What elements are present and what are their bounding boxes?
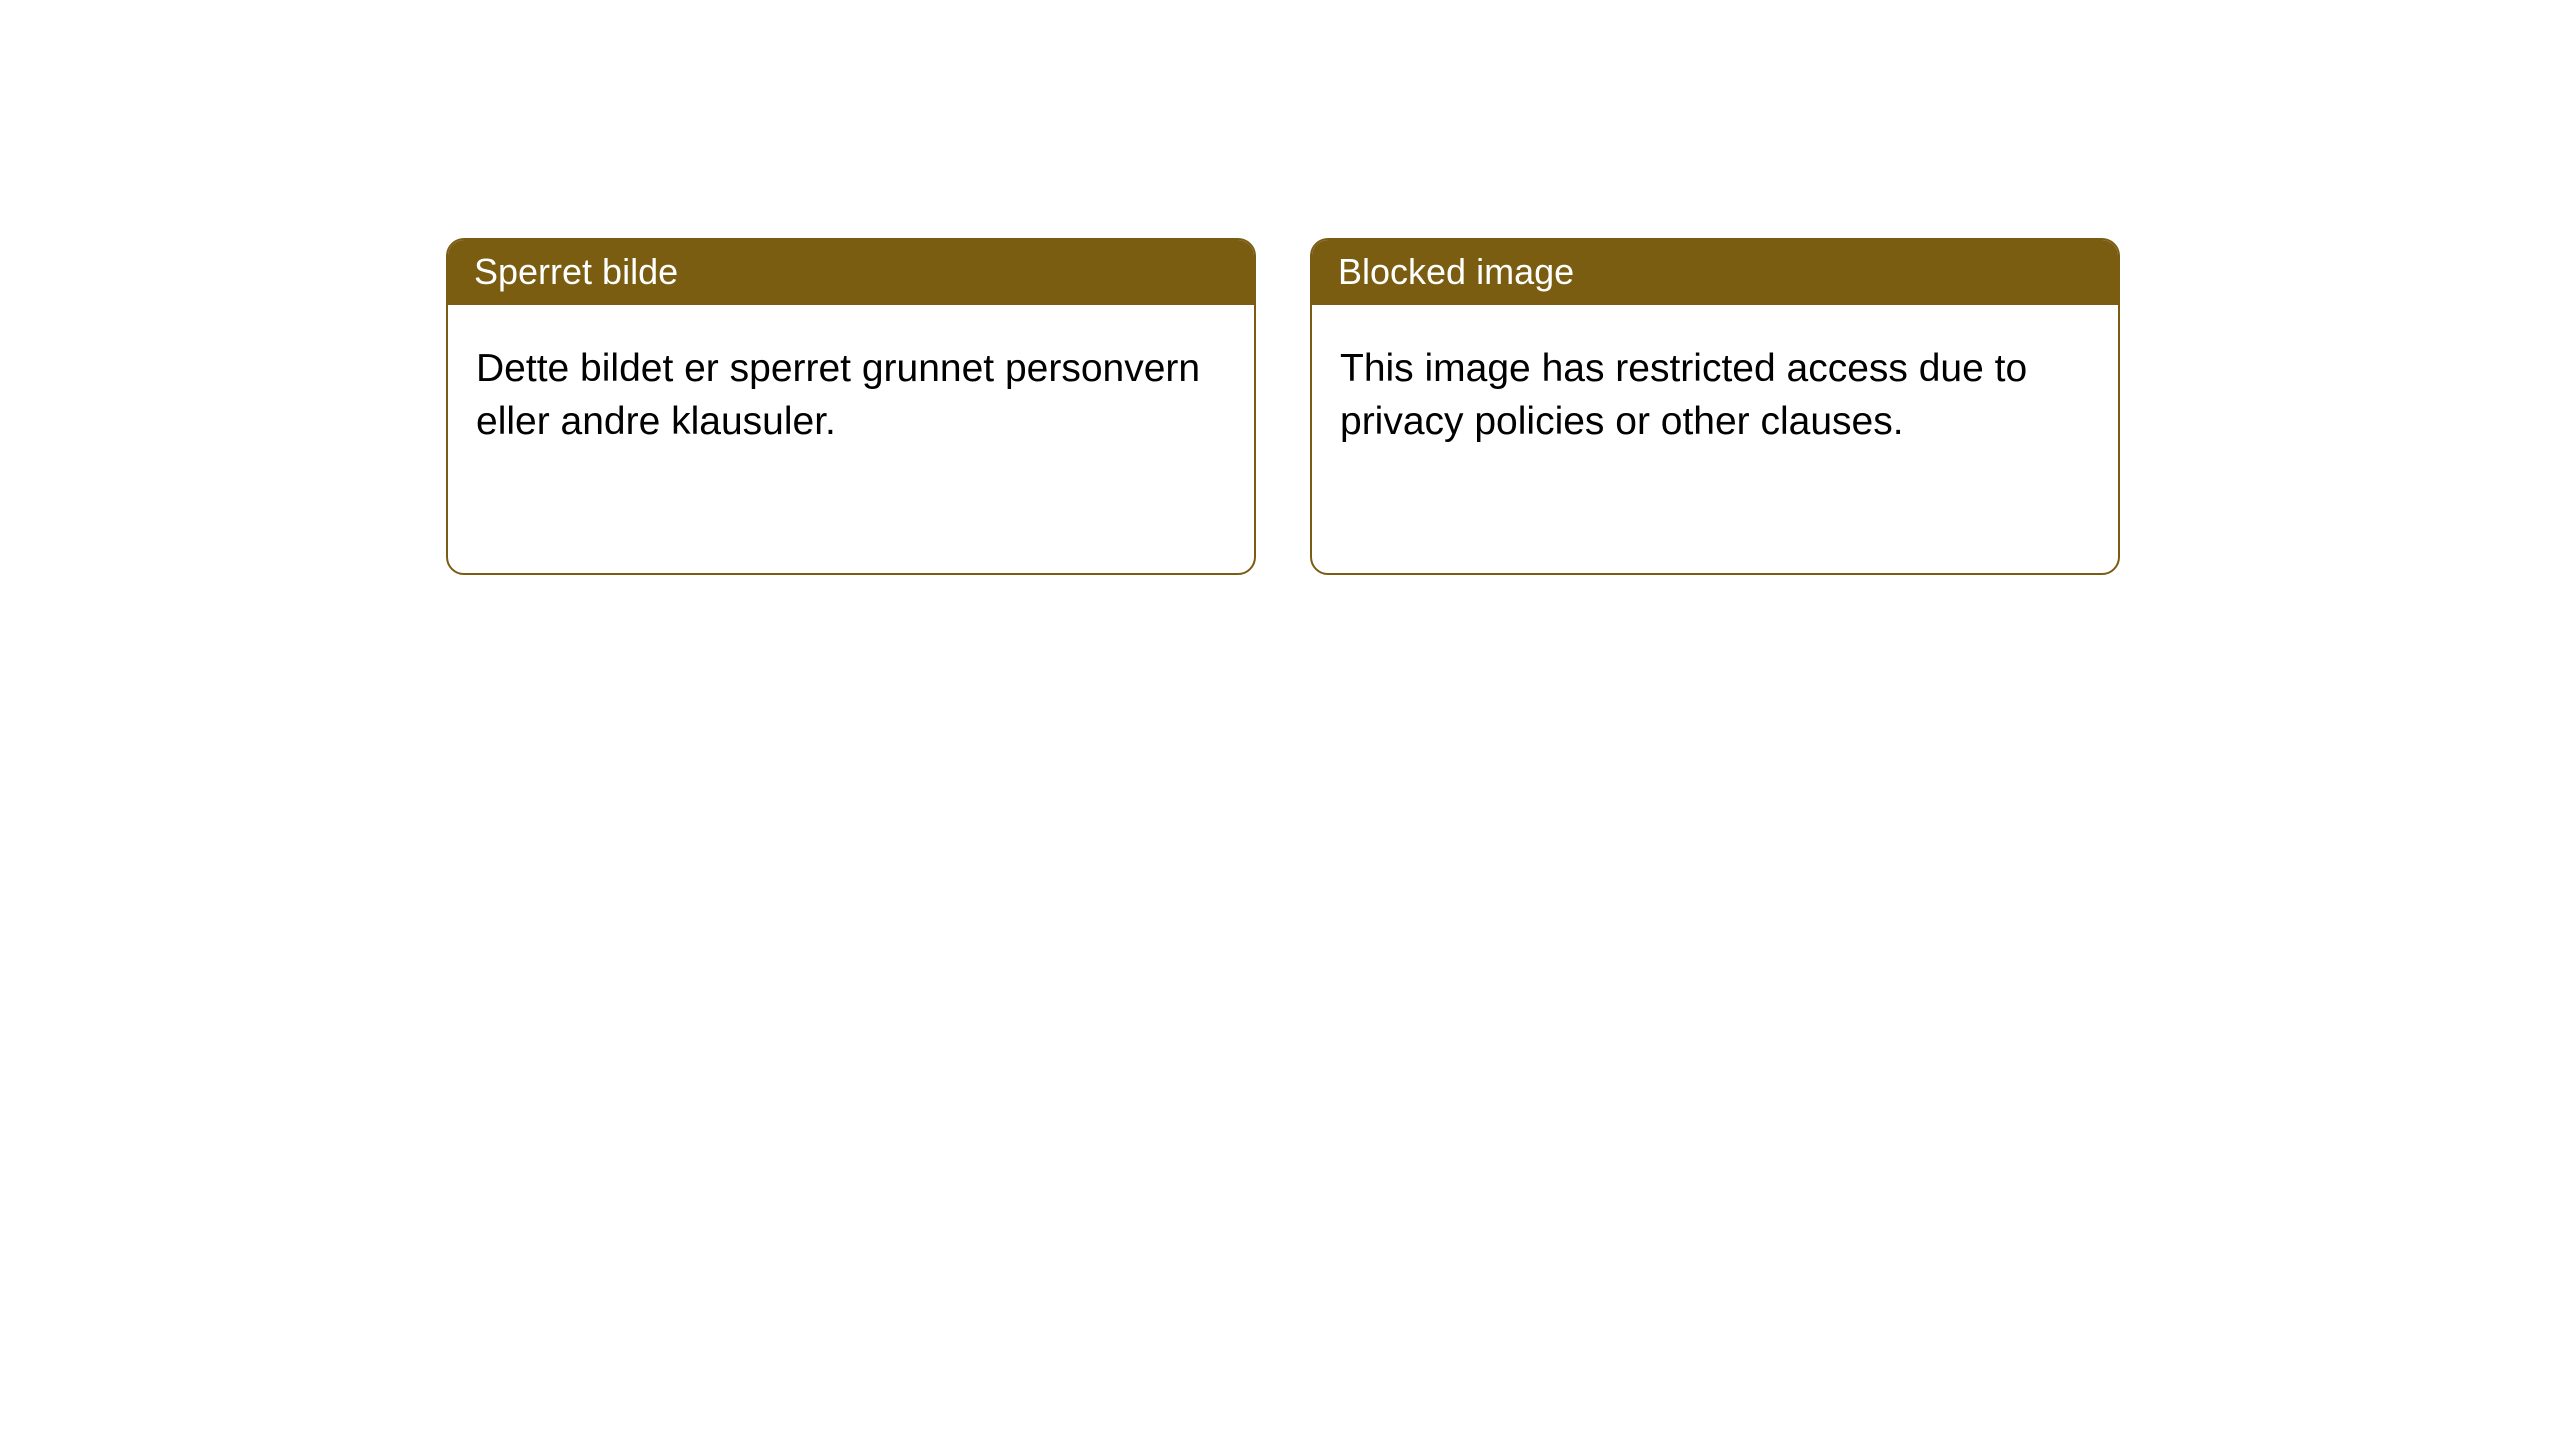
notice-card-english: Blocked image This image has restricted … <box>1310 238 2120 575</box>
notice-container: Sperret bilde Dette bildet er sperret gr… <box>0 0 2560 575</box>
notice-title-norwegian: Sperret bilde <box>448 240 1254 305</box>
notice-title-english: Blocked image <box>1312 240 2118 305</box>
notice-body-norwegian: Dette bildet er sperret grunnet personve… <box>448 305 1254 486</box>
notice-card-norwegian: Sperret bilde Dette bildet er sperret gr… <box>446 238 1256 575</box>
notice-body-english: This image has restricted access due to … <box>1312 305 2118 486</box>
